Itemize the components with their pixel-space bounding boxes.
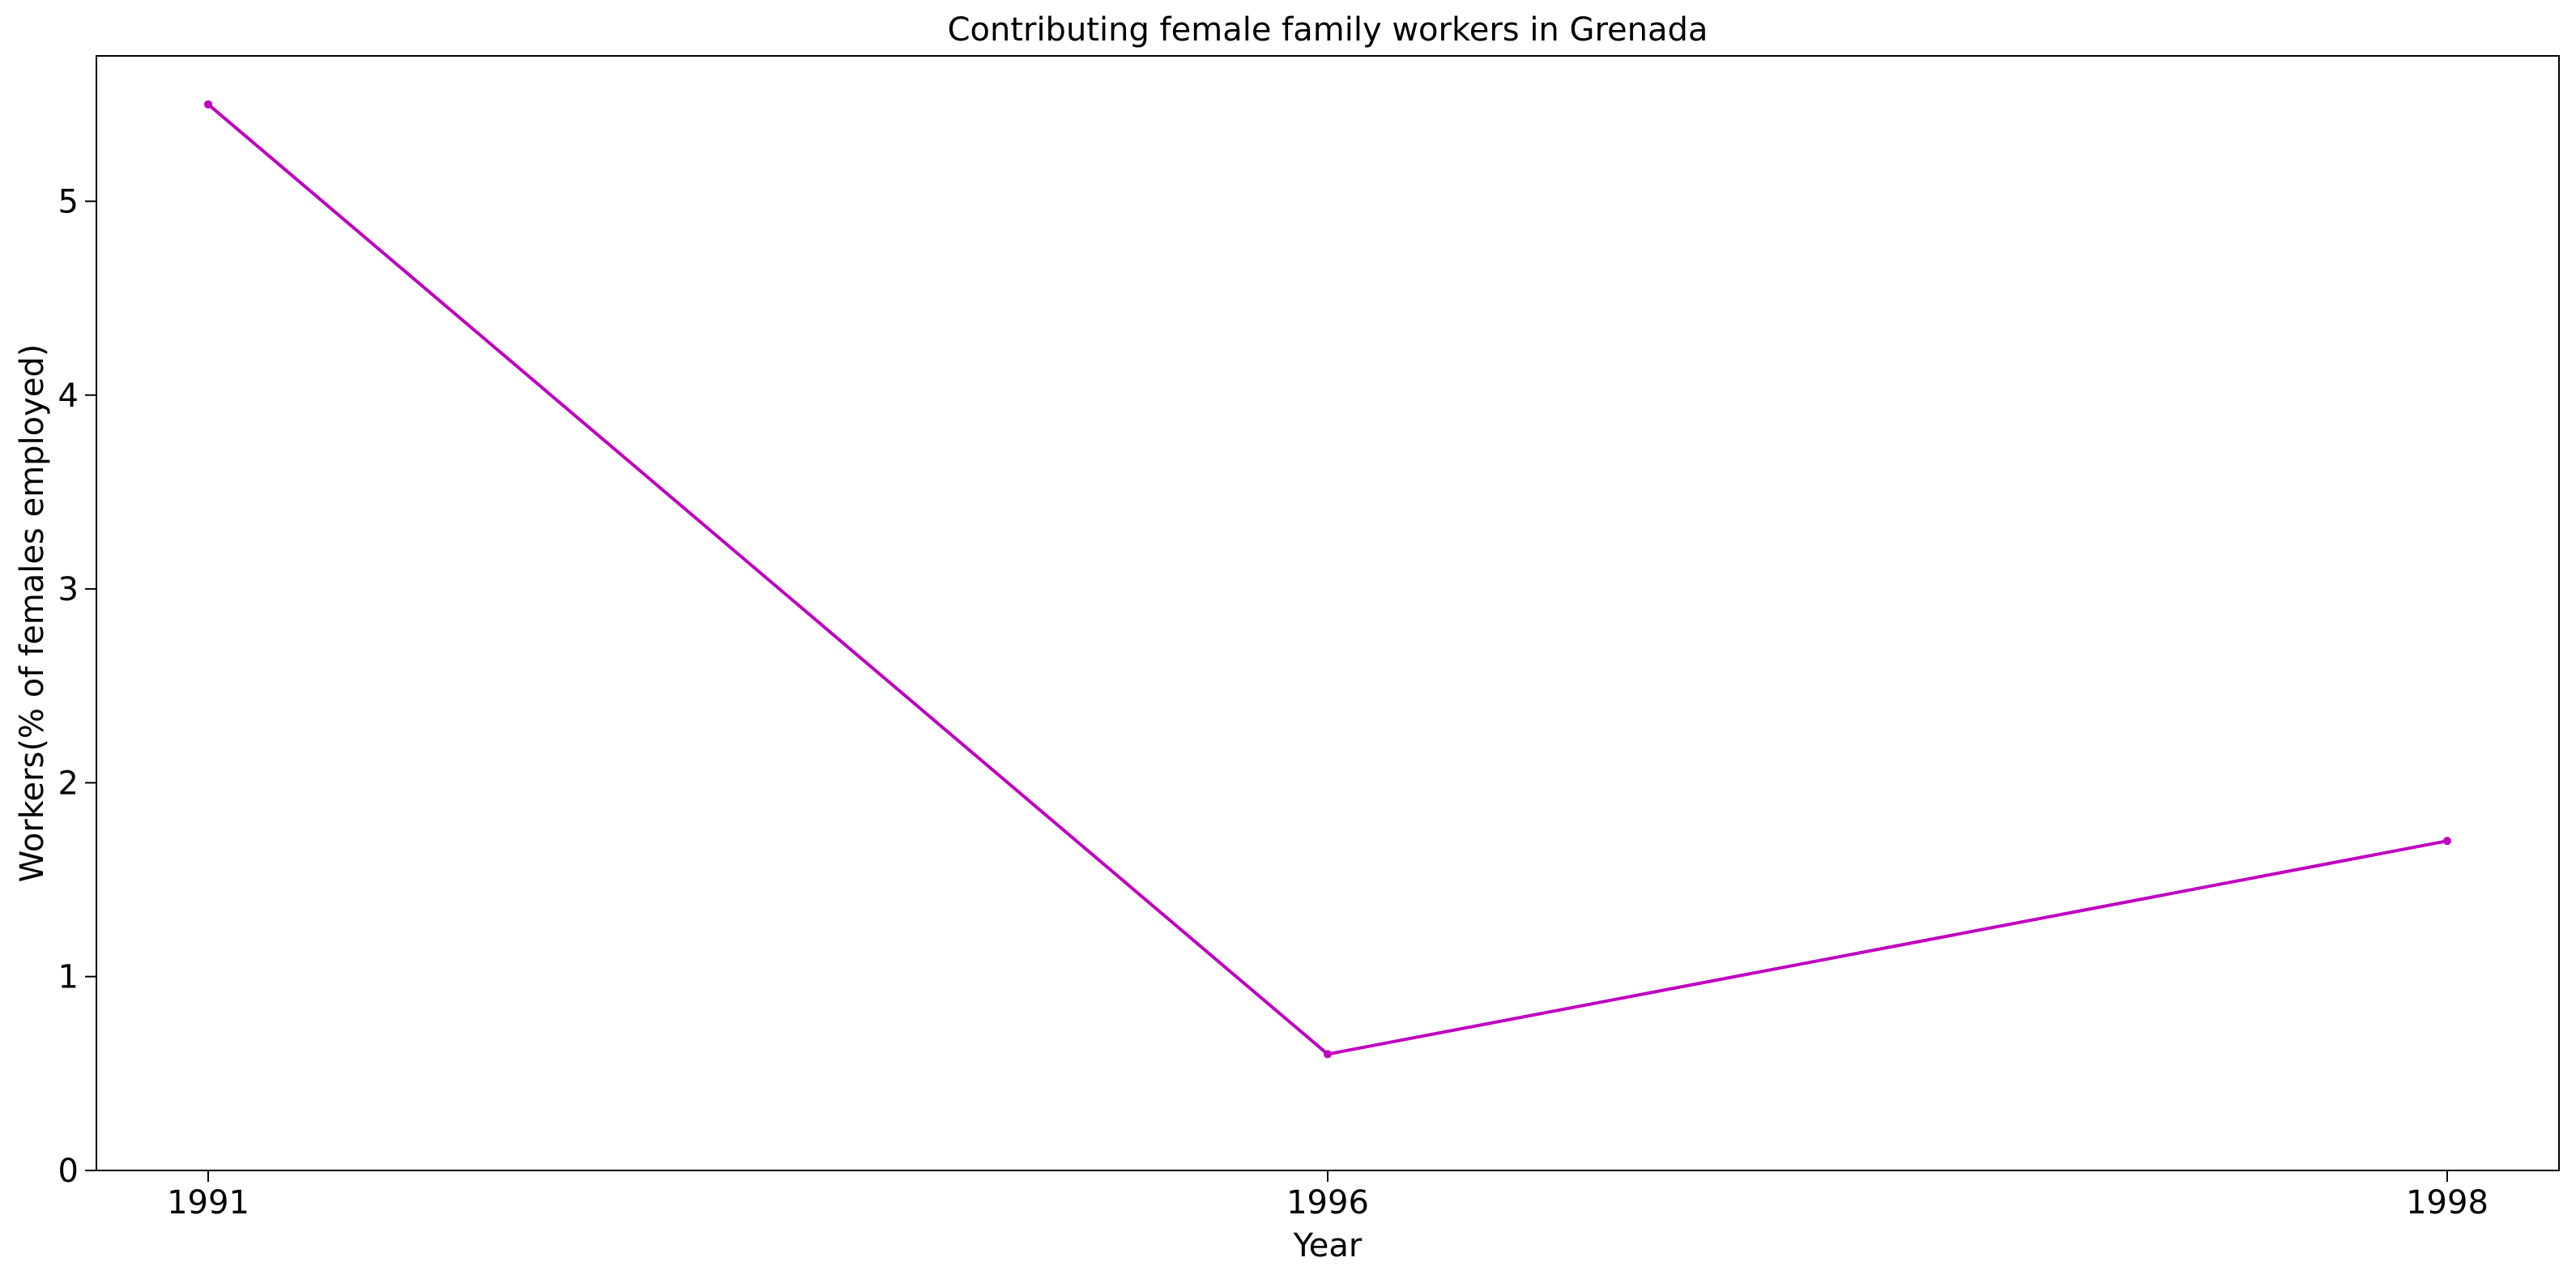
x-axis-ticks: 1991 1996 1998: [167, 1170, 2489, 1221]
x-tick-label: 1991: [167, 1184, 249, 1221]
y-tick-label: 3: [58, 571, 79, 608]
x-tick-label: 1998: [2406, 1184, 2489, 1221]
plot-area-frame: [96, 55, 2560, 1171]
x-tick-label: 1996: [1286, 1184, 1369, 1221]
y-tick-label: 5: [58, 183, 79, 220]
y-tick-label: 1: [58, 959, 79, 996]
chart-title: Contributing female family workers in Gr…: [948, 11, 1708, 49]
data-point: [1324, 1050, 1332, 1059]
y-tick-label: 0: [58, 1153, 79, 1190]
y-tick-label: 2: [58, 765, 79, 802]
y-axis-label: Workers(% of females employed): [14, 344, 51, 883]
x-axis-label: Year: [1293, 1227, 1363, 1264]
data-point: [2443, 837, 2451, 846]
data-point: [204, 100, 212, 109]
series-layer: [204, 100, 2451, 1059]
y-tick-label: 4: [58, 377, 79, 415]
y-axis-ticks: 0 1 2 3 4 5: [58, 183, 96, 1190]
